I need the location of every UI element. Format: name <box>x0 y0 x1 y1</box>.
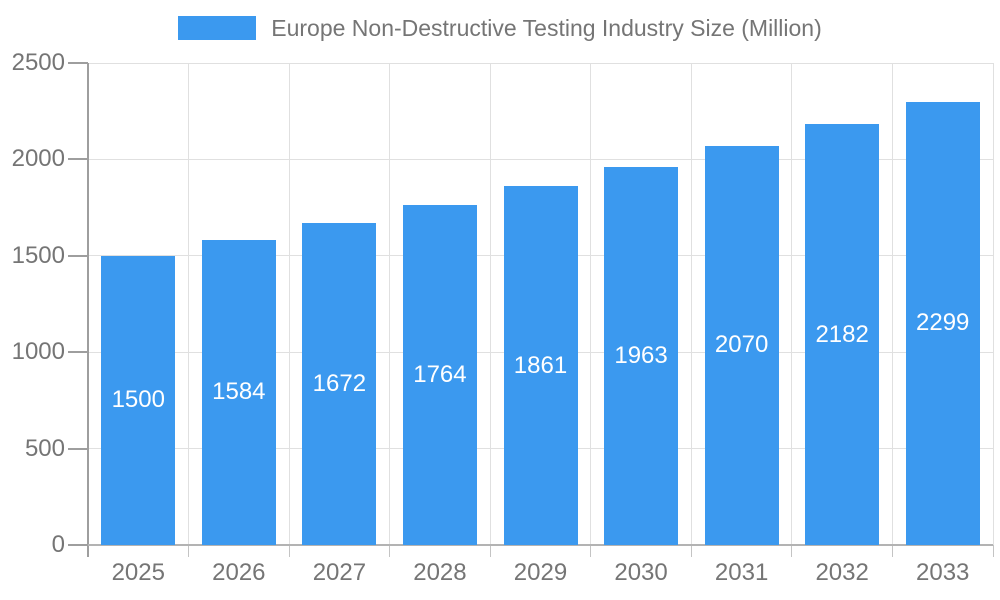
legend-swatch <box>178 16 257 40</box>
x-axis-tick-label: 2030 <box>614 559 668 586</box>
legend-label: Europe Non-Destructive Testing Industry … <box>271 15 822 41</box>
y-axis-tick <box>68 254 88 257</box>
x-axis-tick-label: 2025 <box>111 559 165 586</box>
x-axis-tick <box>288 545 290 557</box>
bar-value-label: 1584 <box>212 378 266 406</box>
x-axis-tick <box>188 545 190 557</box>
bar-value-label: 2070 <box>714 331 769 359</box>
y-axis-tick <box>68 62 88 64</box>
gridline-vertical <box>489 63 491 545</box>
y-axis-tick-label: 500 <box>24 434 65 462</box>
bar-value-label: 2299 <box>916 309 970 337</box>
bar[interactable]: 1500 <box>101 255 176 545</box>
x-axis-tick-label: 2031 <box>714 559 769 586</box>
x-axis-tick <box>791 545 793 557</box>
chart-legend[interactable]: Europe Non-Destructive Testing Industry … <box>0 14 1000 42</box>
x-axis-tick <box>891 545 893 557</box>
gridline-vertical <box>992 63 994 545</box>
y-axis-tick-label: 1500 <box>11 241 65 269</box>
x-axis-tick <box>690 545 692 557</box>
y-axis-line <box>87 63 89 557</box>
gridline-horizontal <box>88 62 993 64</box>
y-axis-tick-label: 2000 <box>11 145 65 173</box>
x-axis-tick <box>992 545 994 557</box>
bar[interactable]: 2182 <box>805 124 880 545</box>
bar-value-label: 1500 <box>111 386 165 414</box>
gridline-vertical <box>188 63 190 545</box>
x-axis-tick-label: 2032 <box>815 559 869 586</box>
bar-value-label: 1963 <box>614 341 668 369</box>
x-axis-tick-label: 2028 <box>413 559 467 586</box>
gridline-vertical <box>891 63 893 545</box>
bar-value-label: 1764 <box>413 360 467 388</box>
bar[interactable]: 1672 <box>302 222 377 545</box>
y-axis-tick <box>68 158 88 161</box>
gridline-vertical <box>690 63 692 545</box>
bar-value-label: 1672 <box>312 369 367 397</box>
y-axis-tick-label: 1000 <box>11 338 65 366</box>
x-axis-tick <box>590 545 592 557</box>
x-axis-baseline <box>88 544 993 546</box>
bar[interactable]: 1764 <box>402 204 477 545</box>
x-axis-tick-label: 2026 <box>212 559 266 586</box>
bar-value-label: 1861 <box>513 351 568 379</box>
x-axis-tick-label: 2027 <box>312 559 367 586</box>
y-axis-tick-label: 0 <box>51 531 65 558</box>
x-axis-tick-label: 2029 <box>513 559 568 586</box>
y-axis-tick-label: 2500 <box>11 49 65 76</box>
gridline-vertical <box>791 63 793 545</box>
bar[interactable]: 2070 <box>704 145 779 545</box>
bar-value-label: 2182 <box>815 320 869 348</box>
bar[interactable]: 1963 <box>604 166 679 545</box>
bar[interactable]: 1861 <box>503 186 578 545</box>
bar[interactable]: 2299 <box>905 101 980 545</box>
y-axis-tick <box>68 544 88 546</box>
x-axis-tick-label: 2033 <box>916 559 970 586</box>
gridline-vertical <box>288 63 290 545</box>
gridline-horizontal <box>88 158 993 160</box>
y-axis-tick <box>68 351 88 354</box>
gridline-vertical <box>389 63 391 545</box>
x-axis-tick <box>489 545 491 557</box>
y-axis-tick <box>68 447 88 450</box>
gridline-vertical <box>590 63 592 545</box>
bar[interactable]: 1584 <box>201 239 276 545</box>
x-axis-tick <box>389 545 391 557</box>
